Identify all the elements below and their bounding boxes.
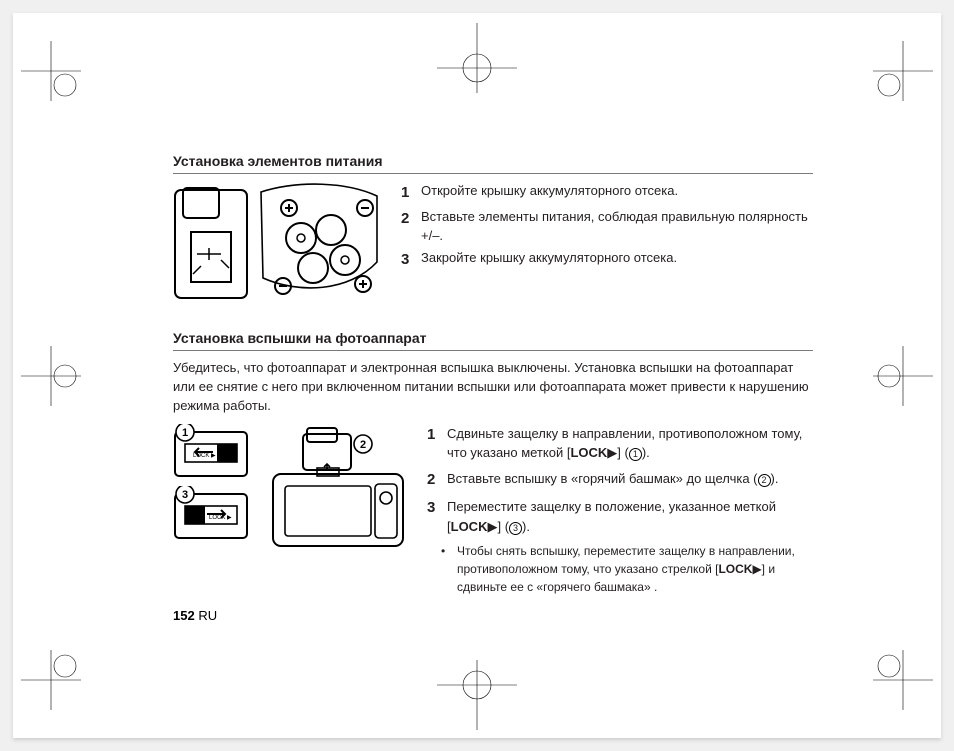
step-number: 2 <box>427 469 441 492</box>
step: 3 Переместите защелку в положение, указа… <box>427 497 813 536</box>
step-number: 1 <box>401 182 415 204</box>
svg-text:2: 2 <box>360 439 366 451</box>
section2-steps: 1 Сдвиньте защелку в направлении, против… <box>427 424 813 597</box>
step-number: 2 <box>401 208 415 246</box>
note-text: Чтобы снять вспышку, переместите защелку… <box>457 542 813 596</box>
step: 2Вставьте элементы питания, соблюдая пра… <box>401 208 813 246</box>
crop-mark-top-left <box>21 41 81 101</box>
ref-marker: 3 <box>509 522 522 535</box>
step-text: Откройте крышку аккумуляторного отсека. <box>421 182 813 204</box>
svg-text:1: 1 <box>182 427 188 439</box>
crop-mark-mid-left <box>21 346 81 406</box>
step: 1 Сдвиньте защелку в направлении, против… <box>427 424 813 463</box>
section1-steps: 1 Откройте крышку аккумуляторного отсека.… <box>401 182 813 275</box>
section2-title: Установка вспышки на фотоаппарат <box>173 330 813 351</box>
flash-on-camera-illustration: 2 <box>263 424 413 554</box>
crop-mark-bottom-left <box>21 650 81 710</box>
step: 3 Закройте крышку аккумуляторного отсека. <box>401 249 813 271</box>
page-content: Установка элементов питания <box>173 153 813 596</box>
step-text: Сдвиньте защелку в направлении, противоп… <box>447 424 813 463</box>
step-number: 3 <box>427 497 441 536</box>
crop-mark-bottom-right <box>873 650 933 710</box>
manual-page: Установка элементов питания <box>13 13 941 738</box>
svg-text:LOCK ▶: LOCK ▶ <box>209 515 232 521</box>
svg-text:3: 3 <box>182 489 188 501</box>
step: 1 Откройте крышку аккумуляторного отсека. <box>401 182 813 204</box>
crop-mark-mid-right <box>873 346 933 406</box>
crop-mark-top-right <box>873 41 933 101</box>
section2-intro: Убедитесь, что фотоаппарат и электронная… <box>173 359 813 416</box>
page-footer: 152 RU <box>173 608 217 623</box>
step-number: 3 <box>401 249 415 271</box>
step-text: Закройте крышку аккумуляторного отсека. <box>421 249 813 271</box>
lock-slider-illustrations: LOCK ▶ 1 LOCK ▶ 3 <box>173 424 249 542</box>
step-number: 1 <box>427 424 441 463</box>
step-text: Переместите защелку в положение, указанн… <box>447 497 813 536</box>
bullet-icon: • <box>441 542 451 596</box>
section1-body: 1 Откройте крышку аккумуляторного отсека.… <box>173 182 813 308</box>
page-number: 152 <box>173 608 195 623</box>
battery-install-illustration <box>173 182 383 308</box>
crop-mark-bottom <box>437 660 517 730</box>
crop-mark-top <box>437 23 517 93</box>
step-text: Вставьте элементы питания, соблюдая прав… <box>421 208 813 246</box>
section2-body: LOCK ▶ 1 LOCK ▶ 3 <box>173 424 813 597</box>
ref-marker: 1 <box>629 448 642 461</box>
section1-title: Установка элементов питания <box>173 153 813 174</box>
section2: Установка вспышки на фотоаппарат Убедите… <box>173 330 813 596</box>
ref-marker: 2 <box>758 474 771 487</box>
page-language: RU <box>198 608 217 623</box>
step-text: Вставьте вспышку в «горячий башмак» до щ… <box>447 469 813 492</box>
section2-note: • Чтобы снять вспышку, переместите защел… <box>427 542 813 596</box>
step: 2 Вставьте вспышку в «горячий башмак» до… <box>427 469 813 492</box>
